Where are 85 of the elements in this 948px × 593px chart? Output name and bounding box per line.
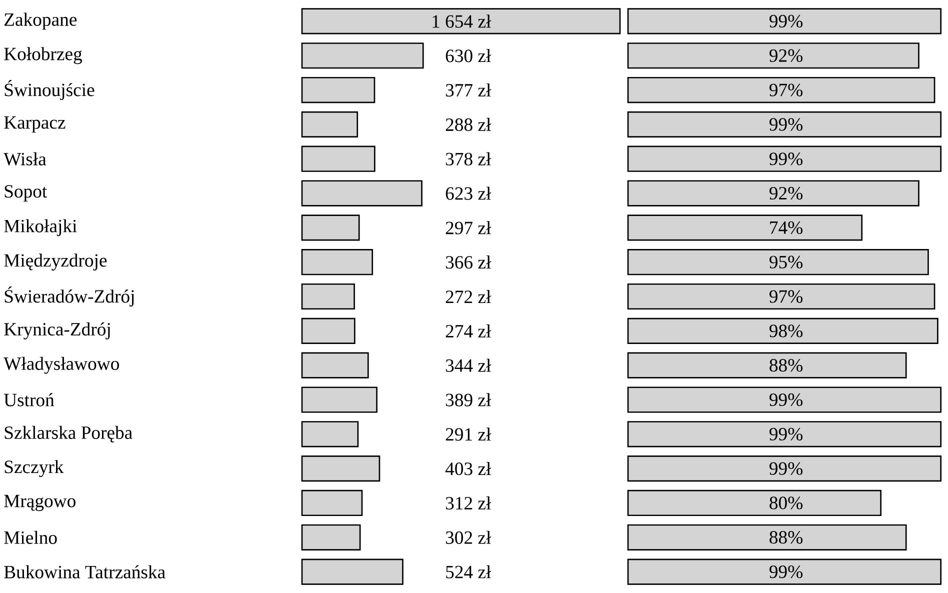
bar	[627, 318, 938, 344]
data-label: 1 654 zł	[432, 14, 492, 28]
data-label: 92%	[770, 186, 802, 200]
data-label: 366 zł	[446, 256, 492, 269]
bar	[301, 249, 374, 276]
bar	[301, 42, 424, 69]
bar	[301, 76, 376, 104]
bar	[627, 386, 942, 413]
bar	[301, 214, 360, 241]
y-tick-label: Świeradów-Zdrój	[4, 286, 134, 307]
bar	[627, 490, 882, 516]
y-tick-label: Szczyrk	[4, 460, 64, 478]
data-label: 344 zł	[446, 358, 492, 372]
data-label: 99%	[770, 565, 802, 578]
bar	[627, 421, 942, 448]
data-label: 97%	[770, 84, 802, 96]
bar	[301, 558, 404, 585]
bar	[627, 352, 907, 378]
data-label: 274 zł	[446, 324, 492, 338]
bar	[301, 283, 355, 310]
data-label: 389 zł	[446, 393, 492, 406]
y-tick-label: Krynica-Zdrój	[4, 322, 110, 340]
y-tick-label: Władysławowo	[4, 356, 120, 374]
data-label: 80%	[770, 496, 802, 510]
data-label: 99%	[770, 393, 802, 406]
bar	[301, 490, 363, 516]
data-label: 291 zł	[446, 428, 492, 441]
data-label: 524 zł	[446, 565, 492, 578]
bar	[627, 8, 942, 34]
y-tick-label: Kołobrzeg	[4, 47, 82, 64]
y-tick-label: Mielno	[4, 530, 57, 544]
bar	[301, 386, 378, 413]
bar	[301, 421, 359, 448]
y-tick-label: Świnoujście	[4, 80, 94, 100]
y-tick-label: Międzyzdroje	[4, 254, 107, 271]
bar	[627, 249, 929, 276]
bar	[301, 8, 621, 34]
bar	[627, 42, 920, 69]
bar	[301, 318, 356, 344]
data-label: 95%	[770, 256, 802, 268]
data-label: 99%	[770, 152, 802, 166]
bar	[627, 558, 942, 585]
data-label: 99%	[770, 118, 802, 131]
data-label: 98%	[770, 324, 802, 338]
y-tick-label: Wisła	[4, 152, 46, 166]
bar	[627, 111, 942, 138]
data-label: 88%	[770, 358, 802, 372]
bar	[627, 524, 907, 550]
data-label: 297 zł	[446, 221, 492, 234]
data-label: 97%	[770, 290, 802, 303]
data-label: 378 zł	[446, 152, 492, 166]
data-label: 99%	[770, 462, 802, 475]
bar	[627, 76, 936, 104]
bar	[301, 524, 361, 550]
data-label: 88%	[770, 531, 802, 544]
bar	[301, 111, 358, 138]
bar	[301, 456, 380, 482]
bar	[627, 214, 863, 241]
data-label: 403 zł	[445, 462, 492, 476]
data-label: 92%	[770, 49, 802, 62]
bar	[301, 180, 422, 206]
data-label: 288 zł	[446, 118, 492, 132]
bar	[301, 352, 369, 378]
y-tick-label: Mrągowo	[4, 494, 76, 512]
bar	[627, 180, 920, 206]
data-label: 302 zł	[446, 530, 492, 544]
data-label: 623 zł	[446, 186, 492, 200]
data-label: 99%	[770, 428, 802, 440]
data-label: 377 zł	[446, 83, 492, 97]
bar	[627, 283, 936, 310]
bar	[301, 146, 376, 172]
y-tick-label: Szklarska Poręba	[4, 426, 132, 442]
y-tick-label: Karpacz	[4, 116, 66, 133]
data-label: 630 zł	[446, 49, 492, 62]
y-tick-label: Mikołajki	[4, 219, 77, 236]
data-label: 312 zł	[446, 496, 492, 510]
bar	[627, 456, 942, 482]
data-label: 74%	[770, 221, 802, 234]
data-label: 99%	[770, 14, 802, 28]
data-label: 272 zł	[446, 290, 492, 303]
y-tick-label: Ustroń	[4, 393, 54, 406]
y-tick-label: Bukowina Tatrzańska	[4, 565, 166, 578]
y-tick-label: Zakopane	[4, 12, 77, 30]
y-tick-label: Sopot	[4, 185, 48, 202]
bar	[627, 146, 942, 172]
